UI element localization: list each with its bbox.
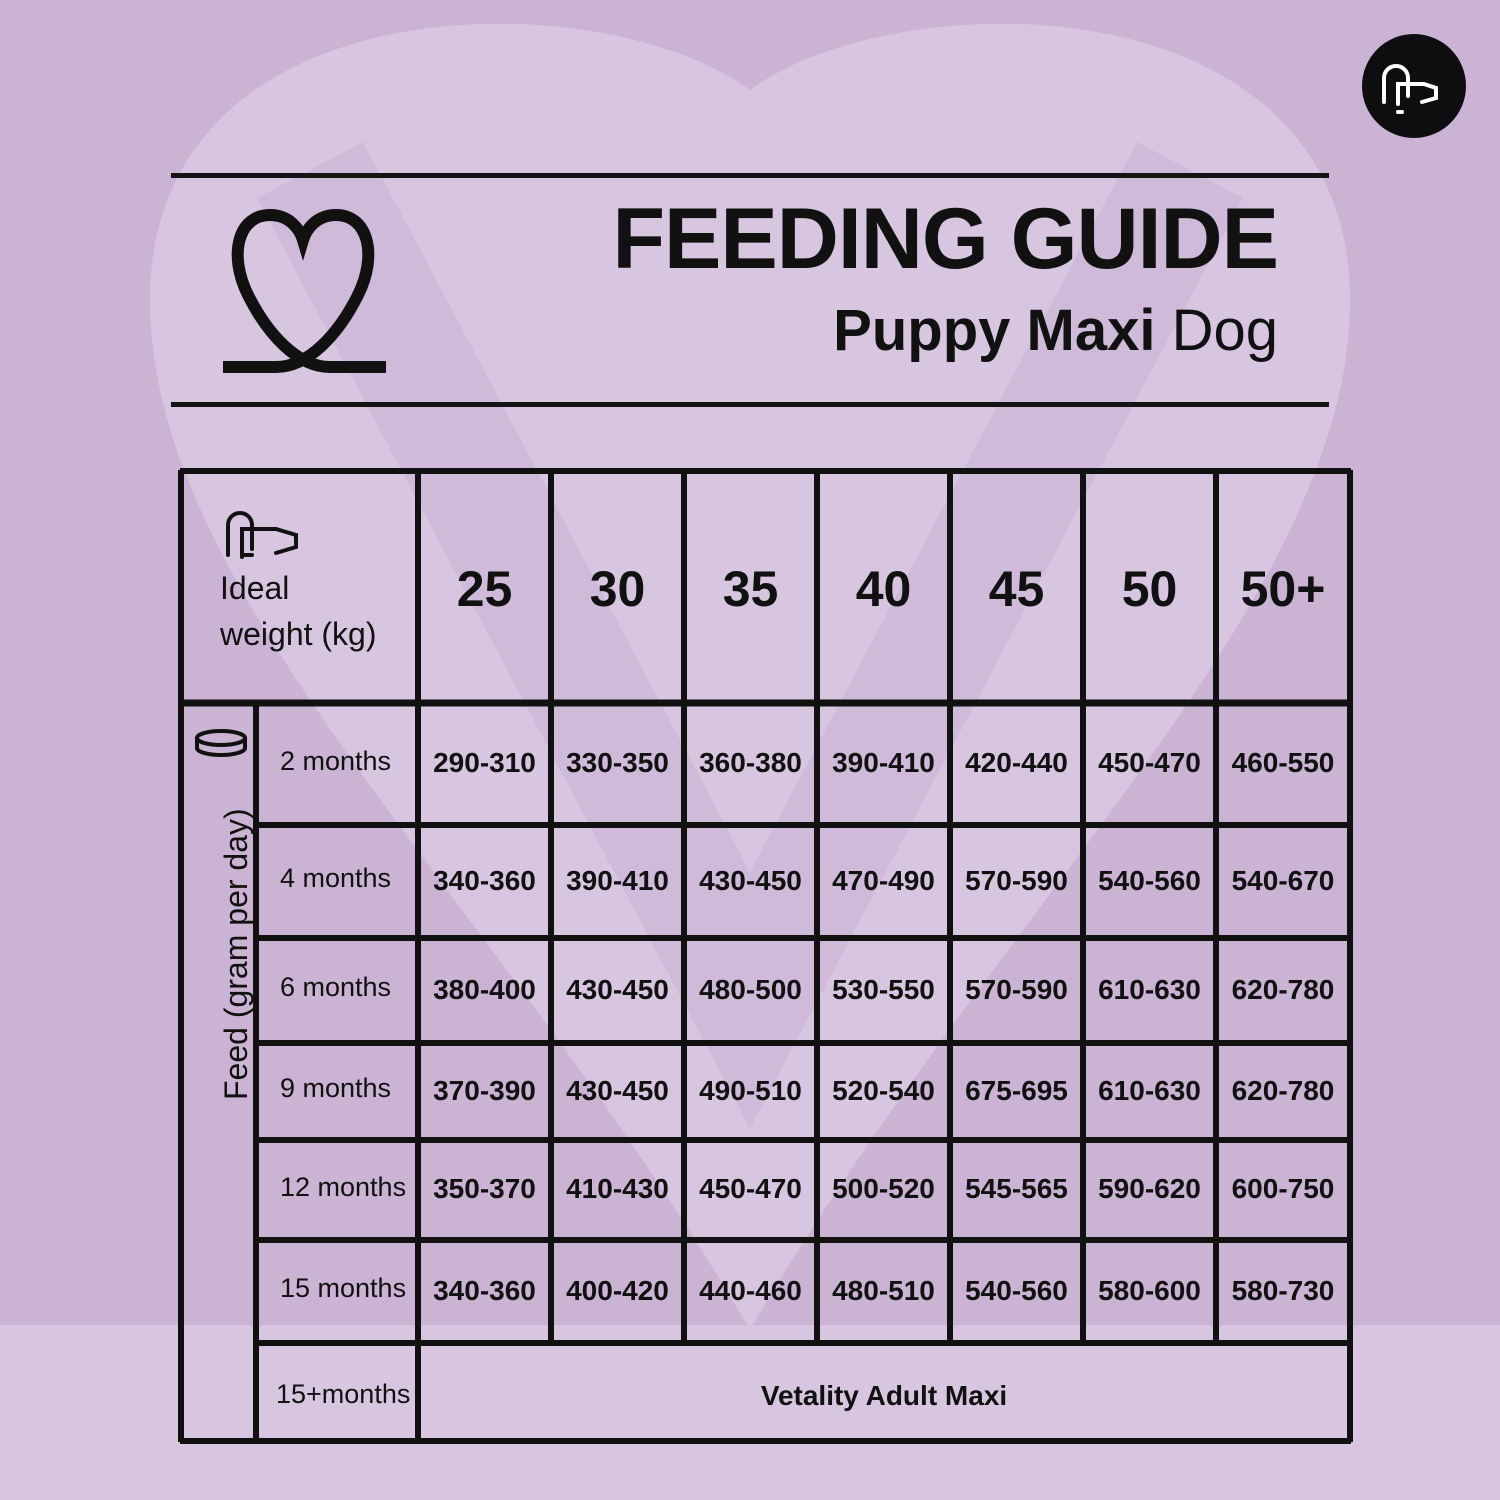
table-cell: 490-510 — [699, 1074, 802, 1106]
table-cell: 580-600 — [1098, 1274, 1201, 1306]
table-cell: 675-695 — [965, 1074, 1068, 1106]
table-cell: 570-590 — [965, 973, 1068, 1005]
weight-header-6: 50+ — [1240, 561, 1326, 617]
table-cell: 580-730 — [1231, 1274, 1335, 1306]
table-cell: 540-670 — [1231, 864, 1335, 896]
table-cell: 620-780 — [1231, 1074, 1335, 1106]
top-rule — [171, 173, 1329, 178]
page-title: FEEDING GUIDE — [612, 191, 1279, 287]
brand-dog-logo-icon — [1362, 34, 1466, 138]
table-cell: 450-470 — [699, 1173, 802, 1204]
table-cell: 370-390 — [433, 1074, 536, 1106]
table-cell: 360-380 — [699, 747, 802, 778]
adult-food-note: Vetality Adult Maxi — [760, 1380, 1008, 1411]
table-cell: 470-490 — [832, 864, 935, 896]
subtitle-bold: Puppy Maxi — [833, 298, 1156, 363]
weight-header-line2: weight (kg) — [220, 616, 377, 652]
subtitle-regular: Dog — [1171, 298, 1278, 363]
table-cell: 400-420 — [566, 1274, 669, 1306]
table-cell: 410-430 — [566, 1173, 669, 1204]
weight-header-4: 45 — [988, 561, 1045, 617]
weight-header-2: 35 — [722, 561, 779, 617]
table-cell: 380-400 — [433, 973, 536, 1005]
table-cell: 480-500 — [699, 973, 802, 1005]
age-label: 15 months — [280, 1273, 407, 1303]
heart-ribbon-logo-icon — [223, 208, 386, 373]
age-label: 4 months — [280, 863, 392, 893]
table-cell: 545-565 — [965, 1173, 1068, 1204]
table-cell: 340-360 — [433, 864, 536, 896]
bottom-rule — [171, 402, 1329, 407]
table-cell: 340-360 — [433, 1274, 536, 1306]
table-cell: 520-540 — [832, 1074, 935, 1106]
age-label: 9 months — [280, 1073, 392, 1103]
table-cell: 570-590 — [965, 864, 1068, 896]
table-cell: 390-410 — [832, 747, 935, 778]
weight-header-0: 25 — [456, 561, 513, 617]
age-label: 6 months — [280, 972, 392, 1002]
table-cell: 390-410 — [566, 864, 669, 896]
table-cell: 610-630 — [1098, 1074, 1201, 1106]
weight-header: Ideal weight (kg) — [220, 565, 377, 657]
table-cell: 540-560 — [1098, 864, 1201, 896]
table-cell: 440-460 — [699, 1274, 802, 1306]
table-cell: 480-510 — [832, 1274, 935, 1306]
page-subtitle: Puppy Maxi Dog — [833, 302, 1278, 360]
table-cell: 330-350 — [566, 747, 669, 778]
weight-header-1: 30 — [589, 561, 646, 617]
table-cell: 460-550 — [1231, 747, 1335, 778]
table-cell: 430-450 — [566, 1074, 669, 1106]
table-cell: 600-750 — [1231, 1173, 1335, 1204]
table-cell: 540-560 — [965, 1274, 1068, 1306]
table-cell: 450-470 — [1098, 747, 1201, 778]
table-cell: 620-780 — [1231, 973, 1335, 1005]
table-cell: 430-450 — [566, 973, 669, 1005]
dog-head-icon — [226, 511, 298, 559]
table-cell: 530-550 — [832, 973, 935, 1005]
age-label: 2 months — [280, 745, 392, 776]
table-cell: 500-520 — [832, 1173, 935, 1204]
weight-header-line1: Ideal — [220, 570, 290, 606]
weight-header-5: 50 — [1121, 561, 1178, 617]
table-cell: 610-630 — [1098, 973, 1201, 1005]
table-cell: 290-310 — [433, 747, 536, 778]
weight-header-3: 40 — [855, 561, 912, 617]
age-label: 15+months — [276, 1378, 411, 1409]
feed-axis-label: Feed (gram per day) — [218, 808, 254, 1100]
food-bowl-icon — [195, 729, 247, 757]
table-cell: 430-450 — [699, 864, 802, 896]
table-cell: 350-370 — [433, 1173, 536, 1204]
table-cell: 590-620 — [1098, 1173, 1201, 1204]
age-label: 12 months — [280, 1171, 407, 1202]
table-cell: 420-440 — [965, 747, 1068, 778]
